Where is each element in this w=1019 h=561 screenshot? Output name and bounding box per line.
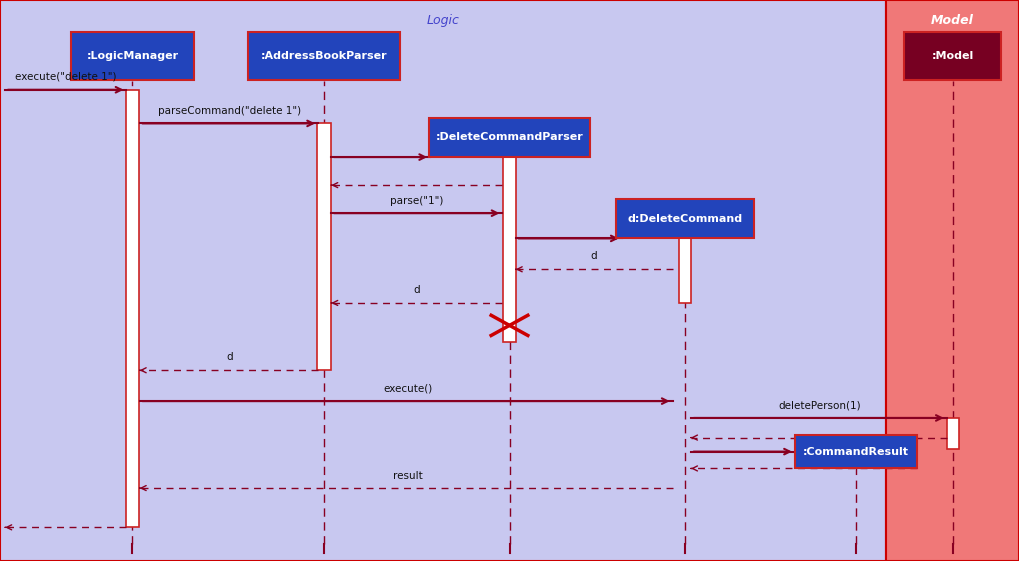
Text: execute("delete 1"): execute("delete 1") bbox=[15, 71, 117, 81]
Bar bbox=[615, 199, 754, 238]
Bar bbox=[886, 0, 1019, 561]
Text: :AddressBookParser: :AddressBookParser bbox=[261, 51, 387, 61]
Bar bbox=[318, 123, 330, 370]
Bar bbox=[905, 33, 1001, 80]
Bar bbox=[503, 157, 516, 342]
Bar bbox=[429, 118, 590, 157]
Text: d: d bbox=[591, 251, 597, 261]
Text: parse("1"): parse("1") bbox=[390, 196, 443, 206]
Bar bbox=[947, 418, 959, 449]
Bar bbox=[0, 0, 886, 561]
Text: execute(): execute() bbox=[383, 384, 432, 394]
Text: d: d bbox=[226, 352, 232, 362]
Bar bbox=[248, 33, 400, 80]
Bar bbox=[795, 435, 917, 468]
Bar bbox=[125, 90, 139, 527]
Bar bbox=[679, 238, 691, 303]
Text: deletePerson(1): deletePerson(1) bbox=[777, 401, 861, 411]
Text: Model: Model bbox=[930, 14, 974, 27]
Text: d:DeleteCommand: d:DeleteCommand bbox=[628, 214, 742, 224]
Text: parseCommand("delete 1"): parseCommand("delete 1") bbox=[158, 106, 301, 116]
Text: d: d bbox=[414, 285, 420, 295]
Text: :Model: :Model bbox=[931, 51, 974, 61]
Text: :CommandResult: :CommandResult bbox=[803, 447, 909, 457]
Text: :DeleteCommandParser: :DeleteCommandParser bbox=[436, 132, 583, 142]
Text: result: result bbox=[392, 471, 423, 481]
Text: Logic: Logic bbox=[426, 14, 460, 27]
Text: :LogicManager: :LogicManager bbox=[87, 51, 178, 61]
Bar bbox=[71, 33, 194, 80]
